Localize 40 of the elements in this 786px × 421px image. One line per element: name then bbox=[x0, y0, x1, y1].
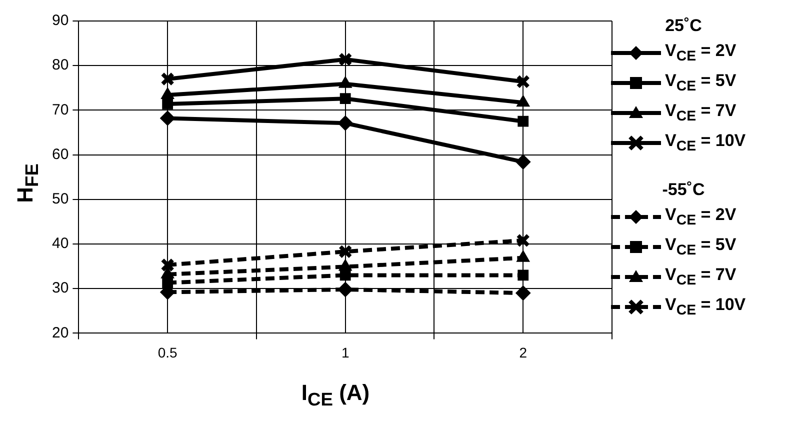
y-tick-label: 60 bbox=[52, 146, 69, 163]
point bbox=[516, 74, 530, 89]
legend-label: V$_{CE}$ = 5V bbox=[665, 235, 736, 259]
legend-label: V$_{CE}$ = 2V bbox=[665, 41, 736, 65]
point bbox=[338, 116, 353, 131]
point bbox=[516, 154, 531, 170]
point bbox=[516, 233, 530, 248]
y-tick-label: 90 bbox=[52, 12, 69, 30]
point bbox=[340, 93, 351, 104]
point bbox=[162, 98, 174, 110]
text: 25˚C bbox=[664, 16, 703, 36]
legend-label: V$_{CE}$ = 2V bbox=[665, 205, 736, 229]
y-tick-label: 80 bbox=[52, 56, 69, 74]
point bbox=[516, 286, 531, 301]
x-tick-label: 1 bbox=[341, 344, 350, 360]
point bbox=[338, 244, 352, 259]
legend-label: V$_{CE}$ = 5V bbox=[665, 71, 736, 95]
point bbox=[518, 116, 529, 127]
text: -55˚C bbox=[661, 180, 706, 200]
y-tick-label: 40 bbox=[52, 235, 69, 252]
legend-label: V$_{CE}$ = 7V bbox=[665, 265, 736, 289]
point bbox=[340, 270, 351, 281]
point bbox=[516, 95, 530, 107]
legend-label: V$_{CE}$ = 10V bbox=[665, 295, 746, 319]
y-tick-label: 20 bbox=[52, 324, 69, 342]
point bbox=[160, 110, 176, 126]
point bbox=[160, 72, 175, 86]
point bbox=[161, 88, 174, 100]
y-tick-label: 70 bbox=[52, 101, 69, 118]
y-tick-label: 50 bbox=[52, 190, 69, 208]
point bbox=[338, 52, 352, 66]
point bbox=[518, 270, 529, 281]
legend-label: V$_{CE}$ = 7V bbox=[665, 101, 736, 125]
point bbox=[160, 258, 175, 272]
y-tick-label: 30 bbox=[52, 280, 69, 297]
x-tick-label: 0.5 bbox=[158, 344, 178, 360]
legend-label: V$_{CE}$ = 10V bbox=[665, 131, 746, 155]
x-axis-title: I$_{CE}$ (A) bbox=[300, 380, 371, 410]
point bbox=[338, 282, 353, 297]
x-tick-label: 2 bbox=[519, 344, 528, 360]
